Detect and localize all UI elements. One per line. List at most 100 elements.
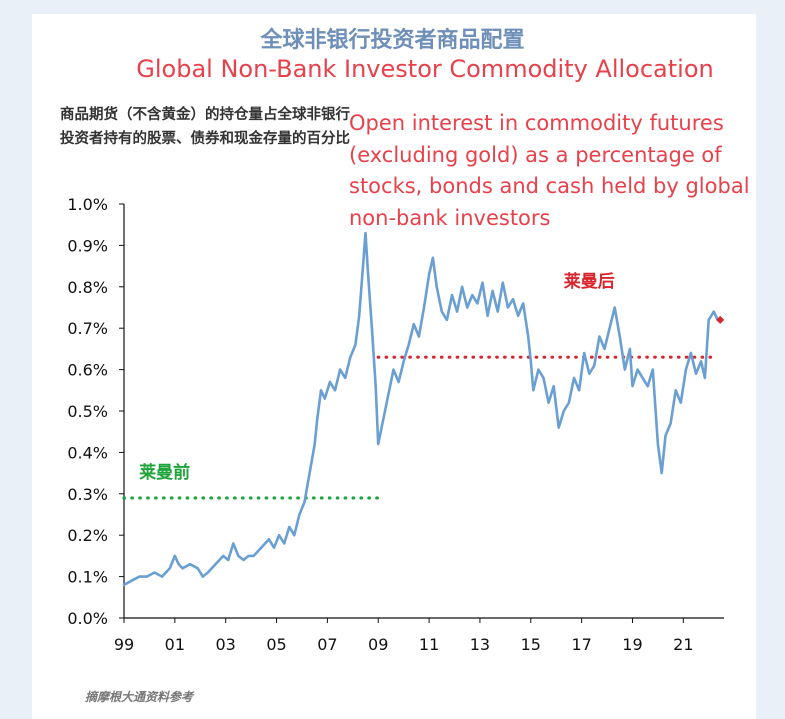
data-point xyxy=(637,369,638,370)
data-point xyxy=(334,390,335,391)
x-tick-label: 07 xyxy=(317,635,337,654)
data-point xyxy=(579,390,580,391)
data-point xyxy=(518,315,519,316)
data-point xyxy=(324,398,325,399)
data-point xyxy=(365,232,366,233)
y-tick-label: 0.3% xyxy=(67,485,108,504)
data-point xyxy=(523,303,524,304)
data-point xyxy=(182,568,183,569)
data-point xyxy=(162,576,163,577)
chart-axes: 0.0% 0.1% 0.2% 0.3% 0.4% 0.5% 0.6% 0.7% 0.8% 0.9%… xyxy=(67,195,724,654)
x-tick-label: 05 xyxy=(266,635,286,654)
data-point xyxy=(139,576,140,577)
data-point xyxy=(548,402,549,403)
data-point xyxy=(563,410,564,411)
y-tick-label: 0.6% xyxy=(67,361,108,380)
plot-area xyxy=(122,231,725,587)
post-lehman-label: 莱曼后 xyxy=(564,272,615,292)
data-point xyxy=(284,543,285,544)
data-point xyxy=(223,555,224,556)
chart-title-cn: 全球非银行投资者商品配置 xyxy=(260,27,525,53)
data-point xyxy=(309,473,310,474)
y-tick-label: 0.5% xyxy=(67,402,108,421)
data-point xyxy=(304,502,305,503)
data-point xyxy=(268,539,269,540)
data-point xyxy=(340,369,341,370)
data-point xyxy=(661,473,662,474)
series-line xyxy=(122,231,719,587)
data-point xyxy=(512,299,513,300)
x-tick-label: 19 xyxy=(622,635,642,654)
data-point xyxy=(329,381,330,382)
data-point xyxy=(652,369,653,370)
y-axis-label-cn: 商品期货（不含黄金）的持仓量占全球非银行投资者持有的股票、债券和现金存量的百分比 xyxy=(60,106,350,147)
y-tick-label: 0.9% xyxy=(67,236,108,255)
data-point xyxy=(670,423,671,424)
data-point xyxy=(528,336,529,337)
data-point xyxy=(261,547,262,548)
data-point xyxy=(487,315,488,316)
data-point xyxy=(609,328,610,329)
data-point xyxy=(123,584,124,585)
data-point xyxy=(472,295,473,296)
data-point xyxy=(202,576,203,577)
data-point xyxy=(530,361,531,362)
data-point xyxy=(299,514,300,515)
data-point xyxy=(429,274,430,275)
y-tick-label: 0.2% xyxy=(67,526,108,545)
data-point xyxy=(436,286,437,287)
data-point xyxy=(604,348,605,349)
data-point xyxy=(446,319,447,320)
x-tick-label: 03 xyxy=(216,635,236,654)
data-point xyxy=(294,535,295,536)
data-point xyxy=(375,386,376,387)
data-point xyxy=(492,290,493,291)
data-point xyxy=(589,373,590,374)
data-point xyxy=(573,377,574,378)
data-point xyxy=(253,555,254,556)
data-point xyxy=(441,311,442,312)
data-point xyxy=(273,547,274,548)
y-tick-label: 0.4% xyxy=(67,443,108,462)
end-marker xyxy=(716,315,725,324)
data-point xyxy=(432,257,433,258)
data-point xyxy=(543,377,544,378)
data-point xyxy=(190,564,191,565)
data-point xyxy=(624,369,625,370)
data-point xyxy=(629,348,630,349)
data-point xyxy=(131,580,132,581)
data-point xyxy=(243,559,244,560)
x-tick-label: 13 xyxy=(470,635,490,654)
x-tick-label: 11 xyxy=(419,635,439,654)
data-point xyxy=(248,555,249,556)
data-point xyxy=(704,377,705,378)
y-tick-label: 1.0% xyxy=(67,195,108,214)
data-point xyxy=(238,555,239,556)
data-point xyxy=(393,369,394,370)
data-point xyxy=(507,307,508,308)
data-point xyxy=(350,357,351,358)
data-point xyxy=(647,386,648,387)
data-point xyxy=(482,282,483,283)
data-point xyxy=(146,576,147,577)
data-point xyxy=(228,559,229,560)
y-tick-label: 0.0% xyxy=(67,609,108,628)
x-tick-label: 15 xyxy=(521,635,541,654)
data-point xyxy=(174,555,175,556)
data-point xyxy=(289,526,290,527)
data-point xyxy=(398,381,399,382)
data-point xyxy=(423,307,424,308)
data-point xyxy=(594,365,595,366)
data-point xyxy=(568,402,569,403)
data-point xyxy=(713,311,714,312)
x-tick-label: 01 xyxy=(165,635,185,654)
data-point xyxy=(614,307,615,308)
data-point xyxy=(657,444,658,445)
data-point xyxy=(207,572,208,573)
data-point xyxy=(371,328,372,329)
data-point xyxy=(553,386,554,387)
data-point xyxy=(451,295,452,296)
data-point xyxy=(701,361,702,362)
data-point xyxy=(279,535,280,536)
